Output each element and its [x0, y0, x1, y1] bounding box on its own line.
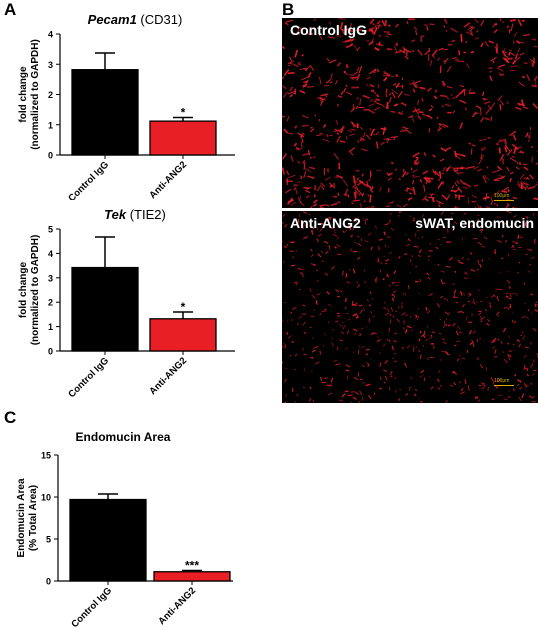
- y-tick-label: 10: [41, 493, 51, 503]
- scale-bar-label: 100μm: [494, 378, 510, 384]
- y-tick-label: 4: [48, 249, 53, 259]
- scale-bar: [494, 200, 514, 201]
- x-tick-label: Control IgG: [69, 585, 114, 630]
- y-tick-label: 3: [48, 273, 53, 283]
- y-tick-label: 0: [48, 151, 53, 161]
- gene-alias: (TIE2): [126, 207, 166, 222]
- y-axis-label: (normalized to GAPDH): [30, 235, 41, 346]
- panel-letter-a: A: [4, 0, 17, 19]
- significance-marker: *: [181, 105, 186, 119]
- y-axis-label: (% Total Area): [28, 485, 39, 551]
- x-tick-label: Control IgG: [66, 355, 111, 400]
- gene-name: Tek: [104, 207, 127, 222]
- endomucin-stain-image: [282, 211, 538, 403]
- chart-title: Pecam1 (CD31): [88, 12, 183, 27]
- y-tick-label: 0: [48, 347, 53, 357]
- bar-control: [69, 498, 147, 582]
- gene-name: Pecam1: [88, 12, 137, 27]
- micrograph-label-anti-ang2: Anti-ANG2: [290, 215, 361, 231]
- y-axis-label: (normalized to GAPDH): [30, 39, 41, 150]
- y-tick-label: 3: [48, 60, 53, 70]
- y-tick-label: 4: [48, 30, 53, 40]
- y-tick-label: 1: [48, 322, 53, 332]
- y-axis-label: fold change: [18, 262, 29, 319]
- bar-treatment: [153, 571, 231, 582]
- micrograph-anti-ang2: Anti-ANG2 sWAT, endomucin 100μm: [282, 211, 538, 403]
- x-tick-label: Control IgG: [66, 159, 111, 200]
- micrograph-label-control: Control IgG: [290, 22, 367, 38]
- scale-bar-label: 100μm: [494, 193, 510, 199]
- significance-marker: *: [181, 300, 186, 314]
- bar-treatment: [149, 120, 217, 156]
- stain-texture: [282, 211, 538, 403]
- stain-texture: [282, 18, 538, 208]
- significance-marker: ***: [185, 559, 199, 573]
- bar-treatment: [149, 318, 217, 352]
- y-tick-label: 5: [48, 225, 53, 235]
- y-axis-label: Endomucin Area: [16, 478, 27, 558]
- pecam1-bar-chart: Pecam1 (CD31) 0 1 2 3 4 fold change (normalized…: [18, 12, 235, 200]
- y-axis-label: fold change: [18, 66, 29, 123]
- x-tick-label: Anti-ANG2: [156, 585, 198, 627]
- y-tick-label: 2: [48, 90, 53, 100]
- chart-title: Tek (TIE2): [104, 207, 166, 222]
- micrograph-control-igg: Control IgG 100μm: [282, 18, 538, 208]
- gene-alias: (CD31): [137, 12, 183, 27]
- panel-letter-c: C: [4, 408, 17, 427]
- y-tick-label: 0: [46, 577, 51, 587]
- y-tick-label: 2: [48, 298, 53, 308]
- bar-control: [71, 69, 139, 156]
- panel-letter-b: B: [282, 0, 295, 19]
- x-tick-label: Anti-ANG2: [147, 159, 189, 200]
- y-tick-label: 15: [41, 451, 51, 461]
- chart-title: Endomucin Area: [76, 430, 171, 444]
- y-tick-label: 5: [46, 535, 51, 545]
- y-tick-label: 1: [48, 120, 53, 130]
- scale-bar: [494, 385, 514, 386]
- tek-bar-chart: Tek (TIE2) 0 1 2 3 4 5 fold change (normalized t…: [18, 207, 235, 400]
- x-tick-label: Anti-ANG2: [147, 355, 189, 397]
- endomucin-stain-image: [282, 18, 538, 208]
- micrograph-label-tissue: sWAT, endomucin: [415, 215, 534, 231]
- bar-control: [71, 266, 139, 352]
